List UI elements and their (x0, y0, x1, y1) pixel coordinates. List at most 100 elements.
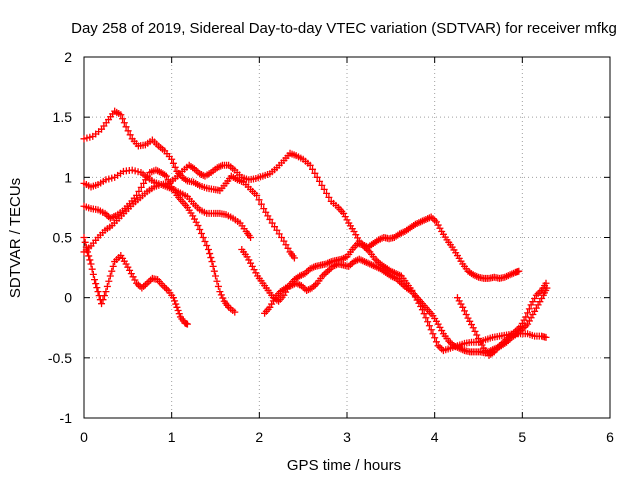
data-point (432, 218, 440, 226)
data-point (527, 301, 535, 309)
data-point (464, 314, 472, 322)
data-point (144, 172, 152, 180)
data-point (134, 281, 142, 289)
data-point (529, 311, 537, 319)
data-point (473, 331, 481, 339)
data-point (203, 242, 211, 250)
data-point (133, 279, 141, 287)
data-point (425, 322, 433, 330)
data-point (98, 300, 106, 308)
data-point (174, 307, 182, 315)
y-tick-labels: -1 -0.5 0 0.5 1 1.5 2 (48, 49, 72, 426)
data-point (196, 225, 204, 233)
data-point (542, 333, 550, 341)
data-point (462, 311, 470, 319)
series-arc-4 (80, 234, 191, 328)
x-tick-label: 6 (606, 429, 614, 445)
data-point (194, 221, 202, 229)
data-point (268, 219, 276, 227)
data-point (171, 163, 179, 171)
data-point (373, 257, 381, 265)
data-point (137, 183, 145, 191)
data-point (431, 334, 439, 342)
data-series (80, 107, 551, 359)
data-point (432, 338, 440, 346)
data-point (217, 162, 225, 170)
data-point (87, 260, 95, 268)
data-point (280, 237, 288, 245)
data-point (282, 241, 290, 249)
data-point (318, 181, 326, 189)
data-point (320, 270, 328, 278)
series-arc-1 (80, 107, 298, 262)
data-point (262, 208, 270, 216)
data-point (161, 283, 169, 291)
data-point (471, 327, 479, 335)
data-point (520, 323, 528, 331)
data-point (424, 318, 432, 326)
data-point (147, 276, 155, 284)
data-point (126, 131, 134, 139)
data-point (208, 258, 216, 266)
data-point (169, 294, 177, 302)
data-point (352, 231, 360, 239)
data-point (102, 288, 110, 296)
data-point (124, 263, 132, 271)
data-point (214, 282, 222, 290)
data-point (453, 294, 461, 302)
data-point (140, 282, 148, 290)
data-point (80, 234, 88, 241)
data-point (524, 309, 532, 317)
data-point (99, 296, 107, 304)
data-point (252, 269, 260, 277)
data-point (309, 165, 317, 173)
data-point (126, 266, 134, 274)
data-point (534, 290, 542, 298)
data-point (183, 320, 191, 328)
data-point (455, 297, 463, 305)
data-point (81, 238, 89, 246)
data-point (172, 300, 180, 308)
series-arc-7 (261, 255, 551, 357)
chart-title: Day 258 of 2019, Sidereal Day-to-day VTE… (71, 20, 617, 37)
data-point (162, 172, 170, 180)
data-point (109, 262, 117, 270)
data-point (257, 200, 265, 208)
data-point (467, 321, 475, 329)
data-point (206, 250, 214, 258)
data-point (466, 317, 474, 325)
y-tick-label: -0.5 (48, 350, 72, 366)
data-point (325, 266, 333, 274)
data-point (204, 246, 212, 254)
data-point (529, 298, 537, 306)
data-point (217, 291, 225, 299)
data-point (434, 342, 442, 350)
data-point (120, 119, 128, 127)
data-point (422, 314, 430, 322)
data-point (140, 179, 148, 187)
data-point (524, 320, 532, 328)
y-tick-label: 2 (64, 49, 72, 65)
data-point (436, 323, 444, 331)
data-point (438, 345, 446, 353)
data-point (106, 272, 114, 280)
data-point (459, 303, 467, 311)
data-point (532, 304, 540, 312)
data-point (427, 326, 435, 334)
data-point (92, 280, 100, 288)
data-point (173, 303, 181, 311)
data-point (290, 254, 298, 262)
data-point (460, 307, 468, 315)
data-point (532, 291, 540, 299)
data-point (105, 277, 113, 285)
data-point (94, 288, 102, 296)
axis-ticks (83, 56, 611, 419)
y-axis-title: SDTVAR / TECUs (7, 178, 24, 298)
x-tick-label: 2 (255, 429, 263, 445)
data-point (527, 314, 535, 322)
data-point (399, 281, 407, 289)
y-tick-label: 1 (64, 169, 72, 185)
data-point (247, 234, 255, 241)
data-point (434, 221, 442, 229)
